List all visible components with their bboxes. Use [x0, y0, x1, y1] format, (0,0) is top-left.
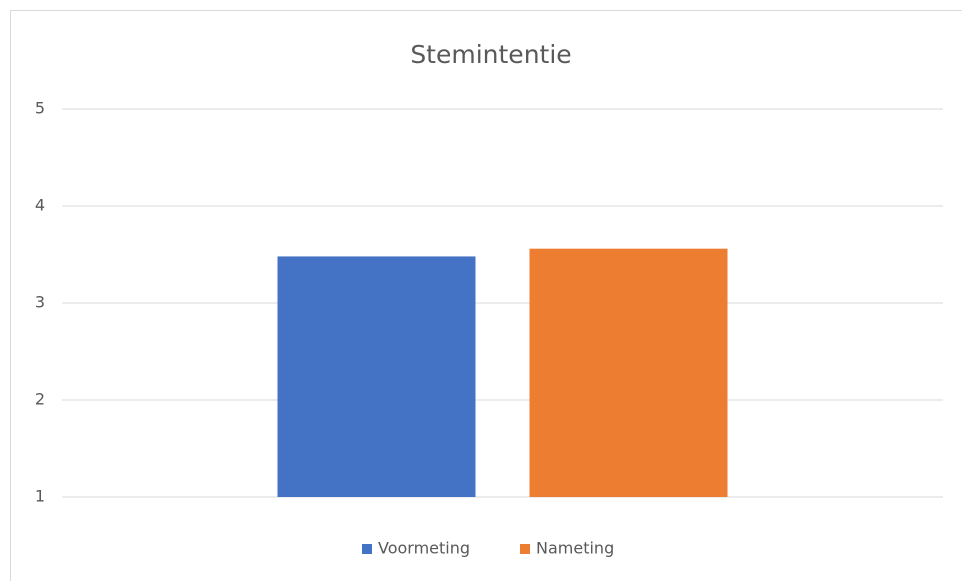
legend-label: Nameting — [536, 539, 614, 558]
chart-title: Stemintentie — [410, 40, 571, 69]
y-tick-label: 3 — [35, 293, 45, 312]
chart-border — [10, 10, 962, 581]
y-tick-label: 1 — [35, 487, 45, 506]
bar — [529, 248, 728, 497]
bar — [277, 256, 476, 497]
y-tick-label: 5 — [35, 99, 45, 118]
legend-label: Voormeting — [378, 539, 470, 558]
legend-swatch — [520, 544, 530, 554]
y-tick-label: 2 — [35, 390, 45, 409]
legend-swatch — [362, 544, 372, 554]
y-tick-label: 4 — [35, 196, 45, 215]
